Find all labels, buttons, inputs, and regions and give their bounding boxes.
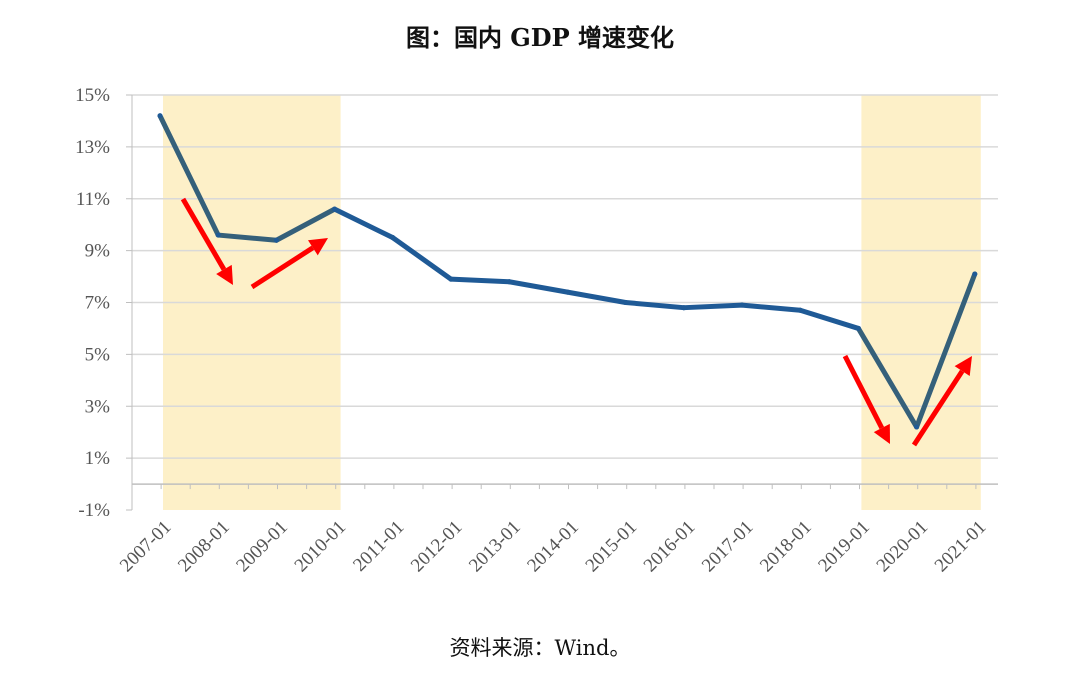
data-point: [273, 237, 279, 243]
trend-arrow-down-shaft: [842, 354, 885, 430]
series-lines: [157, 113, 978, 430]
chart-title: 图：国内 GDP 增速变化: [405, 23, 675, 52]
series-segment: [215, 232, 279, 243]
y-tick-label: 3%: [85, 396, 111, 417]
trend-arrow-down-head: [216, 264, 233, 285]
trend-arrow-down-head: [873, 423, 890, 444]
x-tick-label: 2021-01: [931, 517, 991, 577]
data-point: [506, 279, 512, 285]
series-segment: [914, 271, 978, 430]
x-tick-label: 2018-01: [756, 517, 816, 577]
trend-arrow-up-shaft: [911, 369, 965, 447]
trend-arrow-down-shaft: [180, 197, 227, 271]
y-tick-label: -1%: [78, 500, 110, 521]
series-segment: [390, 235, 454, 282]
data-point: [623, 300, 629, 305]
x-tick-label: 2007-01: [116, 517, 176, 577]
source-note: 资料来源：Wind。: [449, 636, 631, 660]
x-tick-label: 2019-01: [814, 517, 874, 577]
y-tick-label: 15%: [75, 85, 110, 106]
x-tick-label: 2008-01: [174, 517, 234, 577]
data-point: [332, 206, 338, 212]
data-point: [157, 113, 163, 119]
y-tick-label: 9%: [85, 241, 111, 262]
trend-arrow-up-head: [954, 356, 972, 376]
y-tick-label: 13%: [75, 137, 110, 158]
trend-arrow-up-head: [307, 238, 328, 256]
series-segment: [332, 206, 396, 241]
series-segment: [797, 307, 861, 331]
data-point: [855, 325, 861, 331]
data-point: [681, 305, 687, 311]
data-point: [448, 276, 454, 282]
data-point: [797, 307, 803, 313]
y-tick-label: 1%: [85, 448, 111, 469]
data-point: [564, 289, 570, 295]
y-tick-label: 11%: [76, 189, 110, 210]
series-segment: [623, 300, 687, 311]
x-tick-label: 2020-01: [873, 517, 933, 577]
data-point: [215, 232, 221, 238]
series-segment: [506, 279, 570, 295]
series-segment: [855, 325, 920, 430]
trend-arrows: [180, 197, 972, 447]
series-segment: [739, 302, 803, 313]
series-segment: [157, 113, 221, 238]
y-tick-label: 7%: [85, 293, 111, 314]
x-tick-label: 2013-01: [465, 517, 525, 577]
x-tick-label: 2016-01: [640, 517, 700, 577]
series-segment: [448, 276, 512, 285]
data-point: [972, 271, 978, 277]
data-point: [390, 235, 396, 241]
x-tick-label: 2014-01: [523, 517, 583, 577]
series-segment: [681, 302, 745, 311]
x-tick-label: 2015-01: [582, 517, 642, 577]
x-tick-label: 2012-01: [407, 517, 467, 577]
trend-arrow-up-shaft: [250, 245, 315, 290]
x-tick-label: 2017-01: [698, 517, 758, 577]
series-segment: [564, 289, 629, 305]
x-tick-label: 2011-01: [349, 517, 408, 576]
gridlines: [132, 94, 998, 459]
data-point: [739, 302, 745, 308]
x-tick-label: 2010-01: [291, 517, 351, 577]
data-point: [914, 424, 920, 430]
y-axis-ticks: 15% 13% 11% 9% 7% 5% 3% 1% -1%: [75, 85, 133, 521]
series-segment: [273, 206, 338, 243]
x-tick-label: 2009-01: [232, 517, 292, 577]
y-tick-label: 5%: [85, 344, 111, 365]
